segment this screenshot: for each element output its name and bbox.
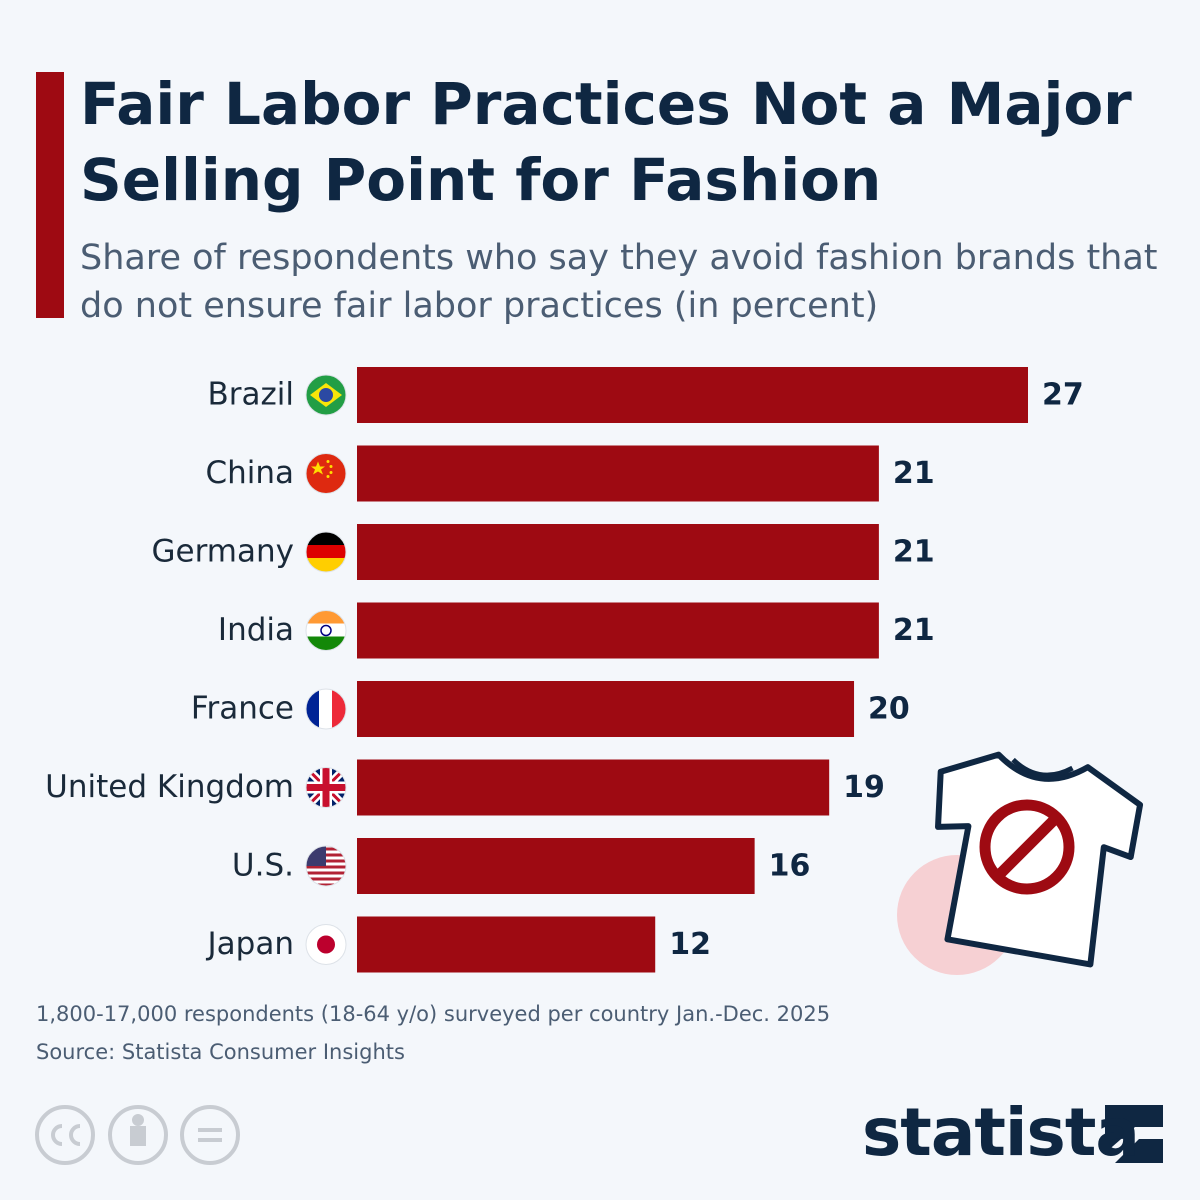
flag-part [332,689,346,729]
prohibit-ring [979,799,1075,895]
flag [305,924,347,965]
flag [305,845,347,887]
source: Source: Statista Consumer Insights [36,1040,405,1064]
category-label: Germany [152,534,294,570]
flag-border [305,845,347,887]
brand-icon [1105,1105,1163,1163]
value-label: 27 [1042,378,1084,413]
value-label: 19 [843,770,885,805]
category-label: Japan [206,926,294,962]
category-label: Brazil [207,377,294,413]
bar [357,838,755,894]
flag-part [306,532,346,546]
value-label: 12 [669,927,711,962]
category-label: U.S. [232,848,294,884]
flag-clip [306,767,346,808]
flag-part [306,558,346,572]
flag-part [320,624,332,637]
value-label: 20 [868,692,910,727]
flag-part [306,453,346,494]
flag-border [305,531,347,573]
flag-border [305,688,347,730]
category-label: France [191,691,294,727]
flag [305,453,347,494]
flag-part [306,623,346,638]
flag-border [305,453,347,494]
shirt-collar [1011,757,1074,778]
flag-border [305,610,347,651]
bar [357,445,879,502]
by-head [132,1114,144,1126]
flag-part [319,388,333,402]
category-label: United Kingdom [45,769,294,805]
flag-border [305,924,347,965]
category-label: India [218,612,294,648]
flag [305,531,347,573]
value-label: 21 [893,456,935,491]
brand-slash [1105,1127,1163,1163]
cc-icon [35,1105,95,1165]
by-body [130,1126,146,1146]
flag-part [306,610,346,625]
flag-clip [306,532,346,572]
flag-clip [306,689,346,729]
value-label: 16 [769,849,811,884]
shirt [935,751,1144,968]
flag-clip [306,453,346,494]
nd-icon [180,1105,240,1165]
value-label: 21 [893,535,935,570]
flag [305,688,347,730]
category-label: China [205,455,294,491]
value-label: 21 [893,613,935,648]
bar [357,916,656,973]
flag [305,767,347,808]
shirt-icon [935,751,1144,968]
flag-part [311,461,325,475]
flag-part [306,545,346,559]
chart-subtitle: Share of respondents who say they avoid … [80,238,1158,326]
prohibit-icon [979,799,1075,895]
flag-clip [306,846,346,886]
bar [357,681,855,737]
bar [357,524,879,580]
flag-clip [306,924,346,965]
flag-border [305,374,347,416]
flag-part [329,471,333,474]
flag-part [326,460,330,463]
note: 1,800-17,000 respondents (18-64 y/o) sur… [36,1002,831,1026]
nd-glyph [198,1128,222,1142]
flag-part [306,767,346,808]
bar [357,602,879,659]
flag-part [306,689,320,729]
flag-part [317,935,335,954]
license-icons [35,1105,240,1165]
bar [357,367,1028,423]
flag-border [305,767,347,808]
flag-part [329,465,333,468]
accent-bar [36,72,64,318]
chart-title: Fair Labor Practices Not a Major Selling… [80,70,1132,214]
flag-part [319,689,333,729]
by-icon [108,1105,168,1165]
flag-clip [306,610,346,651]
flag-part [306,636,346,651]
brand-logo: statista [862,1094,1140,1171]
flag [305,610,347,651]
flag-clip [306,375,346,415]
flag [305,374,347,416]
bar [357,759,830,816]
cc-glyph [51,1124,81,1146]
flag-part [326,475,330,478]
prohibit-bar [993,813,1061,881]
